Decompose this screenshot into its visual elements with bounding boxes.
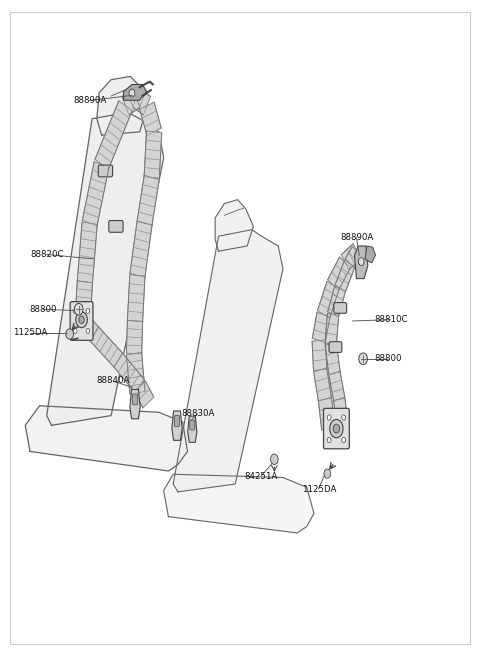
Text: 88840A: 88840A [97,377,130,386]
Polygon shape [123,84,147,100]
Polygon shape [164,474,314,533]
Polygon shape [137,176,159,225]
Polygon shape [133,89,151,115]
Circle shape [327,438,331,443]
Polygon shape [365,246,375,263]
Polygon shape [312,340,327,371]
Polygon shape [75,281,93,322]
Polygon shape [325,314,339,345]
Polygon shape [188,416,197,442]
FancyBboxPatch shape [324,408,349,449]
Text: 88830A: 88830A [182,409,215,418]
Polygon shape [82,162,109,226]
Circle shape [359,353,367,365]
Polygon shape [215,200,253,251]
Circle shape [66,329,73,339]
Circle shape [333,424,340,433]
Polygon shape [126,320,143,354]
Polygon shape [47,112,164,425]
Circle shape [324,469,331,478]
Circle shape [129,89,135,97]
Polygon shape [173,230,283,492]
Text: 88800: 88800 [374,354,402,364]
Polygon shape [126,352,145,394]
Polygon shape [122,88,140,115]
Text: 84251A: 84251A [245,472,278,481]
Polygon shape [95,101,132,170]
FancyBboxPatch shape [132,394,138,405]
Polygon shape [78,314,98,341]
FancyBboxPatch shape [98,165,113,177]
Polygon shape [144,131,162,178]
Polygon shape [114,353,144,393]
Circle shape [76,312,87,328]
Polygon shape [328,257,350,290]
Polygon shape [312,312,330,343]
Circle shape [342,438,346,443]
Circle shape [74,303,83,315]
Text: 88890A: 88890A [340,233,373,242]
Polygon shape [90,327,122,367]
FancyBboxPatch shape [334,303,347,313]
Polygon shape [127,274,145,322]
Polygon shape [345,246,361,269]
Circle shape [327,415,331,420]
Circle shape [73,309,77,314]
Circle shape [271,454,278,464]
Text: 1125DA: 1125DA [13,328,48,337]
Polygon shape [329,371,345,401]
Circle shape [86,309,90,314]
Polygon shape [130,221,152,277]
Polygon shape [97,77,147,135]
Polygon shape [328,286,346,317]
FancyBboxPatch shape [190,420,195,430]
Circle shape [342,415,346,420]
FancyBboxPatch shape [174,415,180,426]
Polygon shape [334,398,348,430]
Text: 88810C: 88810C [374,315,408,324]
Circle shape [86,328,90,333]
Polygon shape [172,411,182,440]
Text: 1125DA: 1125DA [302,485,336,494]
Polygon shape [335,260,355,292]
Circle shape [330,419,343,438]
Polygon shape [130,390,140,419]
Polygon shape [313,368,332,402]
Text: 88800: 88800 [29,305,57,314]
FancyBboxPatch shape [329,342,342,352]
Polygon shape [140,102,161,136]
FancyBboxPatch shape [109,221,123,233]
Polygon shape [341,244,360,270]
FancyBboxPatch shape [70,302,93,341]
Polygon shape [134,381,154,408]
Circle shape [73,328,77,333]
Polygon shape [355,246,368,278]
Polygon shape [77,222,97,283]
Polygon shape [318,398,335,430]
Circle shape [79,316,84,324]
Text: 88820C: 88820C [30,250,63,259]
Polygon shape [325,343,340,375]
Text: 88890A: 88890A [73,96,106,105]
Polygon shape [317,282,339,318]
Circle shape [359,257,364,265]
Polygon shape [25,405,188,471]
